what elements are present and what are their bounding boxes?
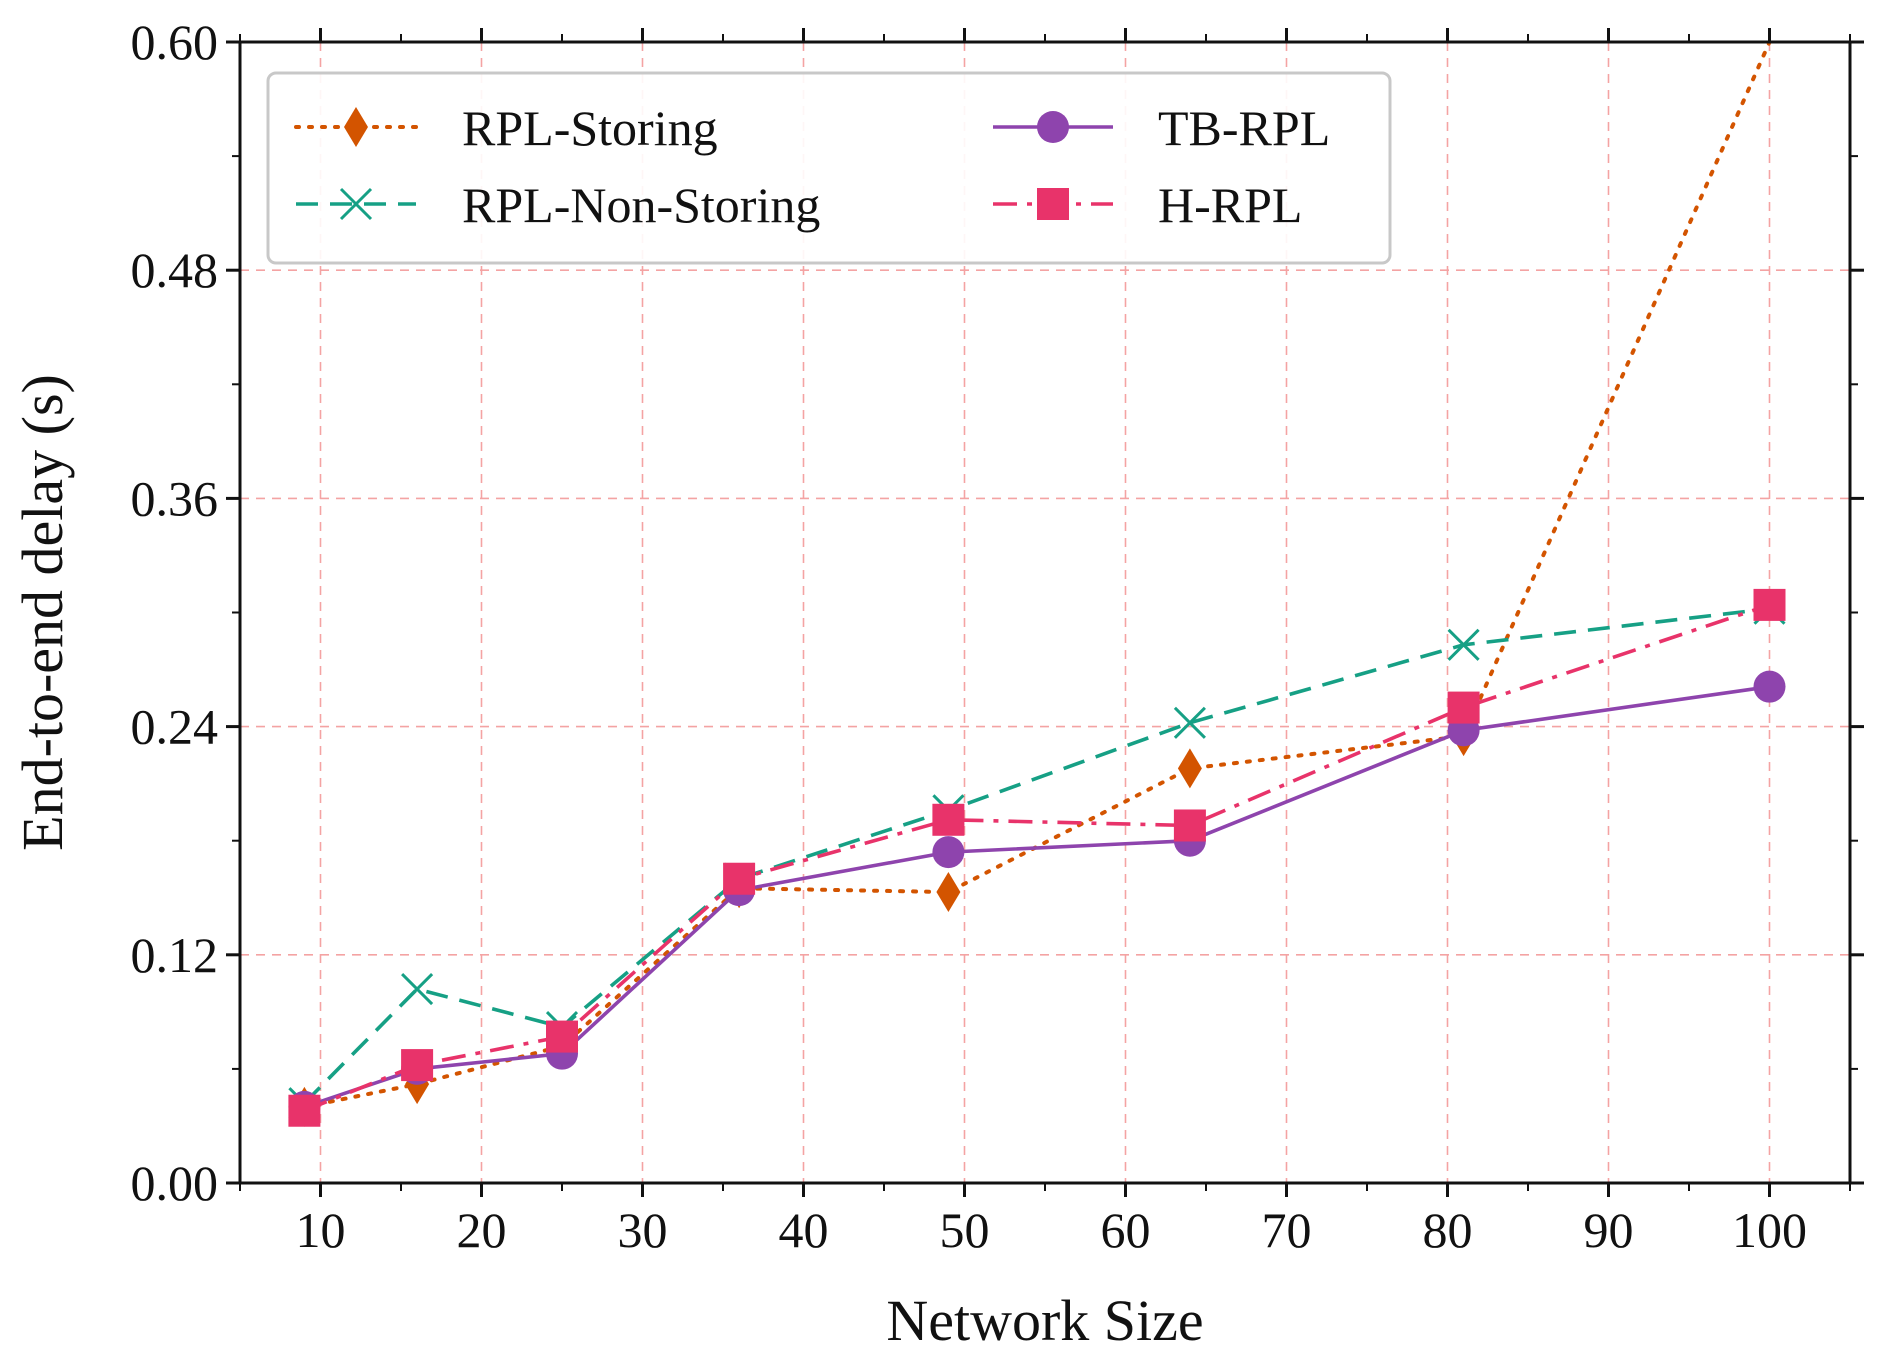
y-tick-label: 0.48 [131,242,219,298]
x-tick-label: 80 [1423,1202,1473,1258]
data-point [1173,706,1206,739]
series-line [303,684,1770,1109]
x-tick-label: 10 [296,1202,346,1258]
legend-item: RPL-Storing [294,100,718,156]
series-layer [288,42,1786,1127]
marker-stroke [1173,706,1206,739]
legend-item: H-RPL [993,177,1302,233]
x-tick-label: 30 [618,1202,668,1258]
data-point [401,1049,434,1082]
data-point [1177,748,1202,789]
x-tick-label: 100 [1732,1202,1807,1258]
legend-item: RPL-Non-Storing [296,177,820,233]
legend-box [266,71,1392,265]
series-line [303,603,1771,1113]
data-point [546,1020,578,1053]
legend-marker [339,187,373,221]
data-point [932,803,965,836]
y-axis-title: End-to-end delay (s) [10,374,75,851]
series-line [302,42,1772,1109]
x-tick-label: 20 [457,1202,507,1258]
y-tick-label: 0.60 [131,14,219,70]
x-tick-label: 40 [779,1202,829,1258]
legend-label: RPL-Non-Storing [462,177,820,233]
series-h-rpl [288,588,1786,1127]
series-tb-rpl [288,670,1786,1123]
legend: RPL-Storing RPL-Non-Storing TB-RPL H-RPL [266,71,1392,265]
legend-label: TB-RPL [1158,100,1330,156]
data-point [1753,670,1786,703]
y-tick-label: 0.24 [131,699,219,755]
legend-label: RPL-Storing [462,100,718,156]
y-tick-label: 0.36 [131,470,219,526]
x-tick-label: 70 [1262,1202,1312,1258]
x-axis-title: Network Size [886,1288,1203,1353]
series-rpl-non-storing [288,592,1786,1120]
marker-stroke [401,972,434,1006]
legend-item: TB-RPL [993,100,1330,156]
y-tick-label: 0.12 [131,927,219,983]
data-point [401,972,434,1006]
x-tick-label: 50 [940,1202,990,1258]
marker-stroke [1447,628,1480,661]
legend-marker [1037,188,1069,220]
x-tick-label: 60 [1101,1202,1151,1258]
data-point [1447,691,1480,724]
ticks: 10 20 30 40 50 60 70 80 90 100 0.00 0.12 0.24 0.36 0.4… [131,14,1864,1258]
legend-marker [1037,111,1069,143]
data-point [1447,628,1480,661]
marker-stroke [339,187,373,221]
legend-label: H-RPL [1158,177,1302,233]
data-point [1753,588,1786,621]
data-point [932,836,965,869]
data-point [723,862,756,895]
data-point [288,1094,321,1127]
legend-marker [344,107,368,147]
data-point [1173,809,1206,842]
series-line [303,606,1770,1105]
data-point [936,872,961,913]
x-tick-label: 90 [1584,1202,1634,1258]
y-tick-label: 0.00 [131,1155,219,1211]
